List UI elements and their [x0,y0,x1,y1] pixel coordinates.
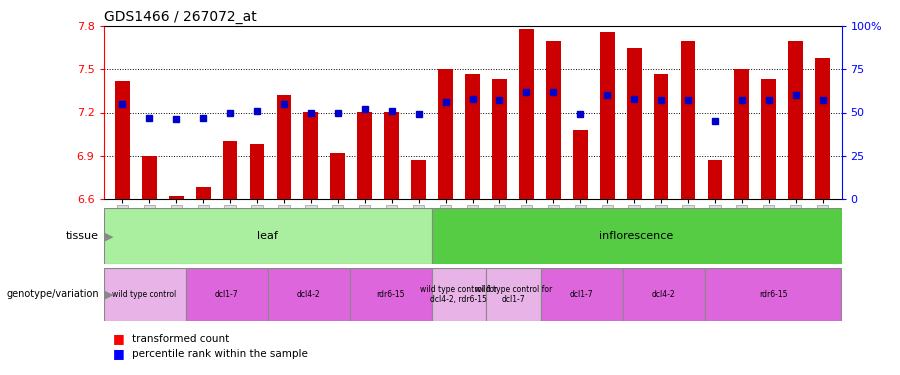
Text: rdr6-15: rdr6-15 [759,290,788,299]
Text: inflorescence: inflorescence [599,231,673,241]
Bar [142,156,157,199]
Bar [384,112,399,199]
Text: ▶: ▶ [105,231,113,241]
Bar [330,153,346,199]
Bar [115,81,130,199]
Bar [761,80,776,199]
Text: rdr6-15: rdr6-15 [376,290,405,299]
Bar [707,160,723,199]
Bar [431,208,842,264]
Bar [222,141,238,199]
Bar [431,268,486,321]
Text: dcl1-7: dcl1-7 [570,290,594,299]
Bar [599,32,615,199]
Bar [546,40,561,199]
Bar [465,74,480,199]
Bar [196,187,211,199]
Text: GDS1466 / 267072_at: GDS1466 / 267072_at [104,10,256,24]
Text: leaf: leaf [257,231,278,241]
Bar [169,196,184,199]
Text: wild type control: wild type control [112,290,176,299]
Bar [303,112,319,199]
Bar [276,95,292,199]
Text: ■: ■ [112,347,124,360]
Text: dcl4-2: dcl4-2 [297,290,320,299]
Bar [492,80,507,199]
Text: wild type control for
dcl4-2, rdr6-15: wild type control for dcl4-2, rdr6-15 [420,285,498,304]
Bar [438,69,453,199]
Text: dcl4-2: dcl4-2 [652,290,676,299]
Bar [734,69,750,199]
Text: dcl1-7: dcl1-7 [215,290,238,299]
Bar [185,268,267,321]
Text: transformed count: transformed count [132,334,230,344]
Bar [815,58,830,199]
Bar [519,29,534,199]
Text: percentile rank within the sample: percentile rank within the sample [132,349,308,358]
Bar [249,144,265,199]
Bar [486,268,541,321]
Bar [104,268,185,321]
Text: tissue: tissue [66,231,99,241]
Bar [626,48,642,199]
Bar [705,268,842,321]
Bar [541,268,623,321]
Bar [411,160,426,199]
Bar [267,268,349,321]
Text: ▶: ▶ [105,290,113,299]
Text: ■: ■ [112,332,124,345]
Bar [623,268,705,321]
Bar [788,40,803,199]
Bar [349,268,431,321]
Bar [104,208,431,264]
Text: wild type control for
dcl1-7: wild type control for dcl1-7 [475,285,552,304]
Bar [653,74,669,199]
Text: genotype/variation: genotype/variation [6,290,99,299]
Bar [357,112,373,199]
Bar [572,130,588,199]
Bar [680,40,696,199]
